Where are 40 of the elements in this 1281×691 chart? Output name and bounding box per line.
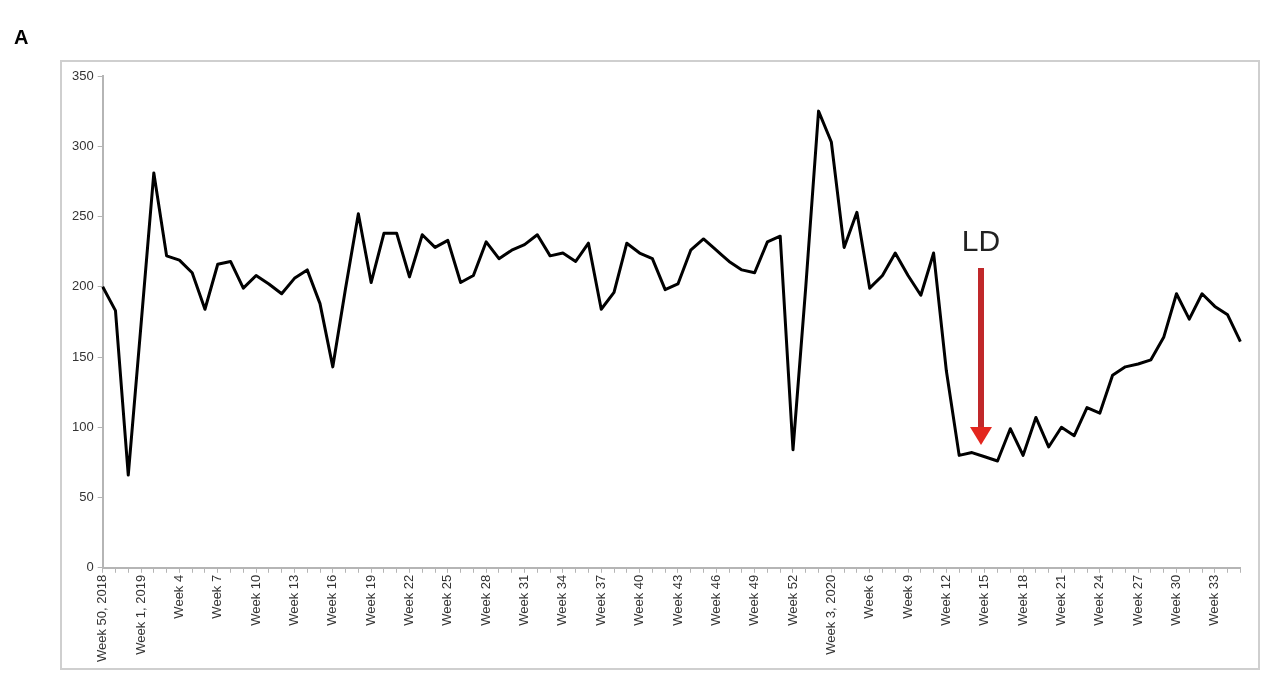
x-tick-label: Week 49	[746, 574, 762, 626]
y-tick-label: 250	[71, 208, 94, 224]
annotation: LD	[960, 223, 1002, 258]
y-tick-label: 0	[86, 559, 94, 575]
x-tick-label: Week 10	[247, 574, 263, 626]
x-tick-label: Week 6	[861, 574, 877, 619]
x-tick-label: Week 15	[976, 574, 992, 626]
x-tick-label: Week 9	[899, 574, 915, 619]
x-tick-label: Week 12	[937, 574, 953, 626]
x-tick-label: Week 1, 2019	[132, 574, 148, 655]
x-tick-label: Week 30	[1168, 574, 1184, 626]
x-tick-label: Week 37	[592, 574, 608, 626]
x-tick-label: Week 3, 2020	[822, 574, 838, 655]
x-tick-label: Week 43	[669, 574, 685, 626]
y-tick-label: 200	[71, 278, 94, 294]
x-tick-label: Week 16	[324, 574, 340, 626]
x-tick-label: Week 13	[286, 574, 302, 626]
y-tick-label: 350	[71, 67, 94, 83]
x-tick-label: Week 19	[362, 574, 378, 626]
y-tick-label: 300	[71, 137, 94, 153]
y-tick-label: 150	[71, 348, 94, 364]
x-tick-label: Week 40	[631, 574, 647, 626]
x-tick-label: Week 31	[516, 574, 532, 626]
x-tick-label: Week 4	[170, 574, 186, 619]
y-tick-label: 100	[71, 418, 94, 434]
x-tick-label: Week 22	[401, 574, 417, 626]
x-tick-label: Week 28	[477, 574, 493, 626]
x-tick-label: Week 18	[1014, 574, 1030, 626]
x-tick-label: Week 7	[209, 574, 225, 619]
x-tick-label: Week 33	[1206, 574, 1222, 626]
x-tick-label: Week 50, 2018	[94, 574, 110, 663]
x-tick-label: Week 27	[1129, 574, 1145, 626]
y-tick-label: 50	[79, 489, 94, 505]
x-tick-label: Week 34	[554, 574, 570, 626]
x-tick-label: Week 25	[439, 574, 455, 626]
chart-title: A	[13, 25, 30, 50]
x-tick-label: Week 24	[1091, 574, 1107, 626]
x-tick-label: Week 52	[784, 574, 800, 626]
x-tick-label: Week 21	[1053, 574, 1069, 626]
x-tick-label: Week 46	[707, 574, 723, 626]
